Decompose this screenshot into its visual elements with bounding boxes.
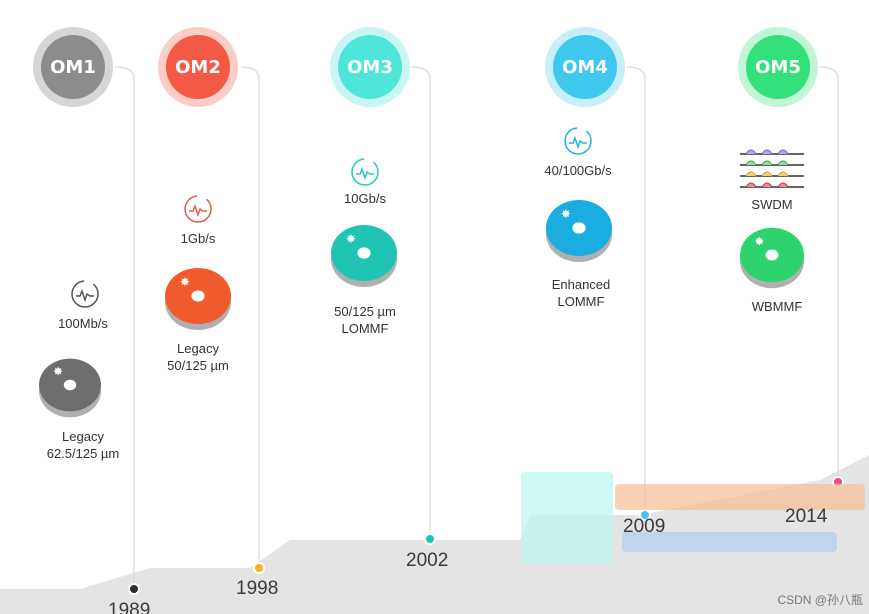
badge-om3-inner: OM3 <box>338 35 402 99</box>
year-2014: 2014 <box>785 506 828 527</box>
type-label-om5: WBMMF <box>751 299 803 314</box>
type-om2-line1: Legacy <box>177 341 219 356</box>
badge-om2: OM2 <box>158 27 238 107</box>
ground-steps <box>0 455 869 614</box>
timeline-dot-4 <box>639 509 651 521</box>
year-2002: 2002 <box>406 550 449 571</box>
badge-om4: OM4 <box>545 27 625 107</box>
watermark: CSDN @孙八瓶 <box>777 593 863 607</box>
badge-om5-inner: OM5 <box>746 35 810 99</box>
blurred-region-3 <box>622 532 837 552</box>
badge-om2-label: OM2 <box>175 56 221 78</box>
badge-om1-label: OM1 <box>50 56 96 78</box>
type-om2-line2: 50/125 µm <box>167 358 229 373</box>
svg-text:✸: ✸ <box>754 234 764 248</box>
type-om1-line2: 62.5/125 µm <box>46 446 120 461</box>
timeline-dot-2 <box>253 562 265 574</box>
badge-om1-inner: OM1 <box>41 35 105 99</box>
badge-om3: OM3 <box>330 27 410 107</box>
svg-text:✸: ✸ <box>346 232 356 246</box>
type-om1-line1: Legacy <box>62 429 104 444</box>
type-label-om4: Enhanced LOMMF <box>526 276 636 310</box>
connector-line-3 <box>411 66 431 539</box>
connector-line-4 <box>626 66 646 515</box>
year-1989: 1989 <box>108 600 151 614</box>
year-2009: 2009 <box>623 516 666 537</box>
blurred-region-1 <box>521 472 613 564</box>
fiber-spool-icon-om3: ✸ <box>331 224 397 288</box>
svg-text:✸: ✸ <box>180 275 190 289</box>
badge-om1: OM1 <box>33 27 113 107</box>
speed-gauge-icon-om2 <box>184 195 212 223</box>
type-om4-line2: LOMMF <box>557 294 605 309</box>
speed-gauge-icon-om4 <box>564 127 592 155</box>
connector-line-1 <box>115 66 135 589</box>
type-om3-line2: LOMMF <box>341 321 389 336</box>
speed-label-om2: 1Gb/s <box>180 231 216 246</box>
badge-om2-inner: OM2 <box>166 35 230 99</box>
swdm-wave-icon <box>740 149 804 188</box>
type-label-om1: Legacy 62.5/125 µm <box>28 428 138 462</box>
type-om4-line1: Enhanced <box>551 277 611 292</box>
badge-om4-label: OM4 <box>562 56 608 78</box>
fiber-spool-icon-om1: ✸ <box>39 358 101 418</box>
speed-gauge-icon-om3 <box>351 158 379 186</box>
fiber-spool-icon-om2: ✸ <box>165 267 231 331</box>
speed-label-om4: 40/100Gb/s <box>544 163 612 178</box>
speed-label-om1: 100Mb/s <box>58 316 108 331</box>
connector-line-5 <box>819 66 839 482</box>
badge-om4-inner: OM4 <box>553 35 617 99</box>
timeline-dot-3 <box>424 533 436 545</box>
badge-om5-label: OM5 <box>755 56 801 78</box>
type-label-om2: Legacy 50/125 µm <box>143 340 253 374</box>
speed-gauge-icon-om1 <box>71 280 99 308</box>
type-om3-line1: 50/125 µm <box>334 304 396 319</box>
speed-label-om3: 10Gb/s <box>344 191 386 206</box>
blurred-region-2 <box>615 484 865 510</box>
connector-line-2 <box>240 66 260 568</box>
svg-text:✸: ✸ <box>53 365 63 379</box>
svg-text:✸: ✸ <box>561 207 571 221</box>
fiber-spool-icon-om4: ✸ <box>546 199 612 263</box>
badge-om3-label: OM3 <box>347 56 393 78</box>
badge-om5: OM5 <box>738 27 818 107</box>
type-label-om3: 50/125 µm LOMMF <box>310 303 420 337</box>
fiber-spool-icon-om5: ✸ <box>740 227 804 289</box>
timeline-dot-1 <box>128 583 140 595</box>
year-1998: 1998 <box>236 578 279 599</box>
swdm-label: SWDM <box>751 197 793 212</box>
